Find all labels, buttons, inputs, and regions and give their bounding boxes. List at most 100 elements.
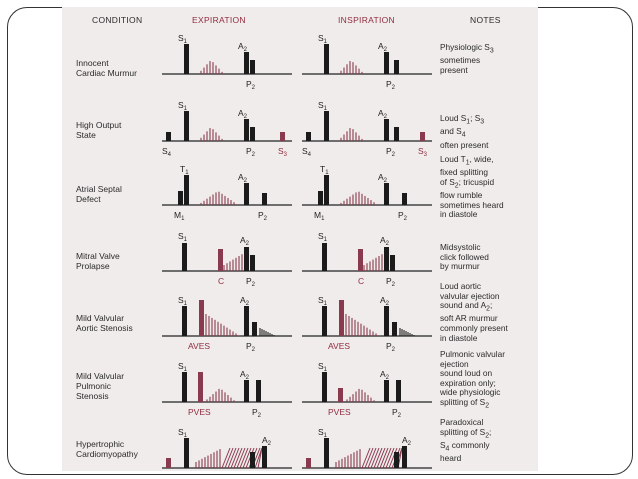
note-subscript: 2 [485,432,490,440]
systolic-plateau-hatch [257,447,263,469]
p2-sound-bar [252,322,257,336]
p2-sound-bar [390,255,395,271]
a2-label: A2 [380,235,390,247]
a2-label: A2 [240,235,250,247]
a2-sound-bar [384,183,389,205]
note-line: splitting of S [440,426,486,437]
note-line: click followed [440,251,489,262]
p2-sound-bar [394,452,399,468]
p2-sound-bar [396,380,401,402]
systolic-plateau-hatch [233,447,243,469]
note-subscript: 2 [485,402,490,410]
note-line: of S [440,176,455,187]
systolic-plateau-hatch [376,447,386,469]
p2-sound-bar [250,255,255,271]
s4-sound-bar [306,132,311,141]
s3-sound-bar [280,132,285,141]
a2-sound-bar [384,52,389,74]
p2-sound-bar [250,452,255,468]
note-line: soft AR murmur [440,313,498,324]
condition-line: Mild Valvular [76,313,125,323]
header-inspiration: INSPIRATION [338,15,395,25]
s1-label: S1 [318,427,328,439]
condition-line: State [76,130,96,140]
condition-pulmonic-stenosis: Mild Valvular Pulmonic Stenosis [76,371,186,401]
condition-line: Mitral Valve [76,251,120,261]
s1-label: S1 [318,295,328,307]
systolic-plateau-hatch [224,447,234,469]
condition-line: Innocent [76,58,109,68]
s1-sound-bar [182,372,187,402]
systolic-plateau-hatch [382,447,392,469]
s1-label: S1 [178,295,188,307]
p2-sound-bar [392,322,397,336]
note-line: flow rumble [440,190,483,201]
note-subscript: 1 [465,159,470,167]
pves-label: PVES [188,407,211,417]
s1-sound-bar [324,111,329,141]
a2-sound-bar [384,380,389,402]
s1-sound-bar [322,243,327,271]
t1-sound-bar [184,175,189,205]
note-mvp: Midsystolic click followed by murmur [440,242,536,272]
a2-sound-bar [244,380,249,402]
aves-label: AVES [328,341,350,351]
a2-label: A2 [240,369,250,381]
ejection-sound-bar [199,300,204,336]
note-line: often present [440,139,489,150]
condition-mvp: Mitral Valve Prolapse [76,251,186,271]
note-line: heard [440,453,462,464]
click-label: C [358,276,364,286]
note-subscript: 2 [486,305,490,313]
phonocardiogram-diagrams: S1 A2 P2 S1 A2 P2 S4 S1 A2 P2 S3 S4 S1 A2 P2 S3 T1 M1 A2 P2… [162,33,432,469]
note-subscript: 1 [466,118,471,126]
note-line: Midsystolic [440,242,481,252]
s4-label: S4 [302,146,312,158]
systolic-plateau-hatch [367,447,377,469]
p2-label: P2 [246,341,256,353]
note-line: Loud aortic [440,281,482,291]
note-line: and S [440,126,462,137]
ejection-sound-bar [339,300,344,336]
a2-label: A2 [378,41,388,53]
note-line: ; tricuspid [458,176,495,187]
m1-sound-bar [318,191,323,205]
a2-label: A2 [378,108,388,120]
note-innocent-murmur: Physiologic S3 sometimes present [440,42,536,75]
t1-label: T1 [180,164,189,176]
systolic-plateau-hatch [242,447,252,469]
systolic-plateau-hatch [388,447,398,469]
heart-sounds-figure: CONDITION EXPIRATION INSPIRATION NOTES I… [62,7,538,471]
note-line: Paradoxical [440,417,484,427]
ejection-sound-bar [198,372,203,402]
note-line: ; [489,300,493,311]
m1-label: M1 [174,210,185,222]
p2-label: P2 [386,79,396,91]
a2-label: A2 [262,435,272,447]
a2-label: A2 [238,172,248,184]
a2-sound-bar [244,183,249,205]
note-line: in diastole [440,332,478,343]
note-pulmonic-stenosis: Pulmonic valvular ejection sound loud on… [440,349,536,411]
note-subscript: 4 [461,131,466,139]
note-line: commonly [449,439,490,450]
a2-label: A2 [380,369,390,381]
condition-line: Defect [76,194,101,204]
a2-sound-bar [262,446,267,468]
systolic-plateau-hatch [373,447,383,469]
a2-sound-bar [244,52,249,74]
click-sound-bar [358,249,363,271]
note-line: sometimes [440,55,481,66]
note-line: splitting of S [440,396,486,407]
p2-sound-bar [402,193,407,205]
s3-label: S3 [278,146,288,158]
note-line: by murmur [440,261,480,272]
click-sound-bar [218,249,223,271]
p2-label: P2 [246,146,256,158]
s1-sound-bar [184,438,189,468]
p2-label: P2 [398,210,408,222]
p2-sound-bar [250,127,255,141]
p2-sound-bar [394,127,399,141]
systolic-plateau-hatch [227,447,237,469]
s3-sound-bar [420,132,425,141]
